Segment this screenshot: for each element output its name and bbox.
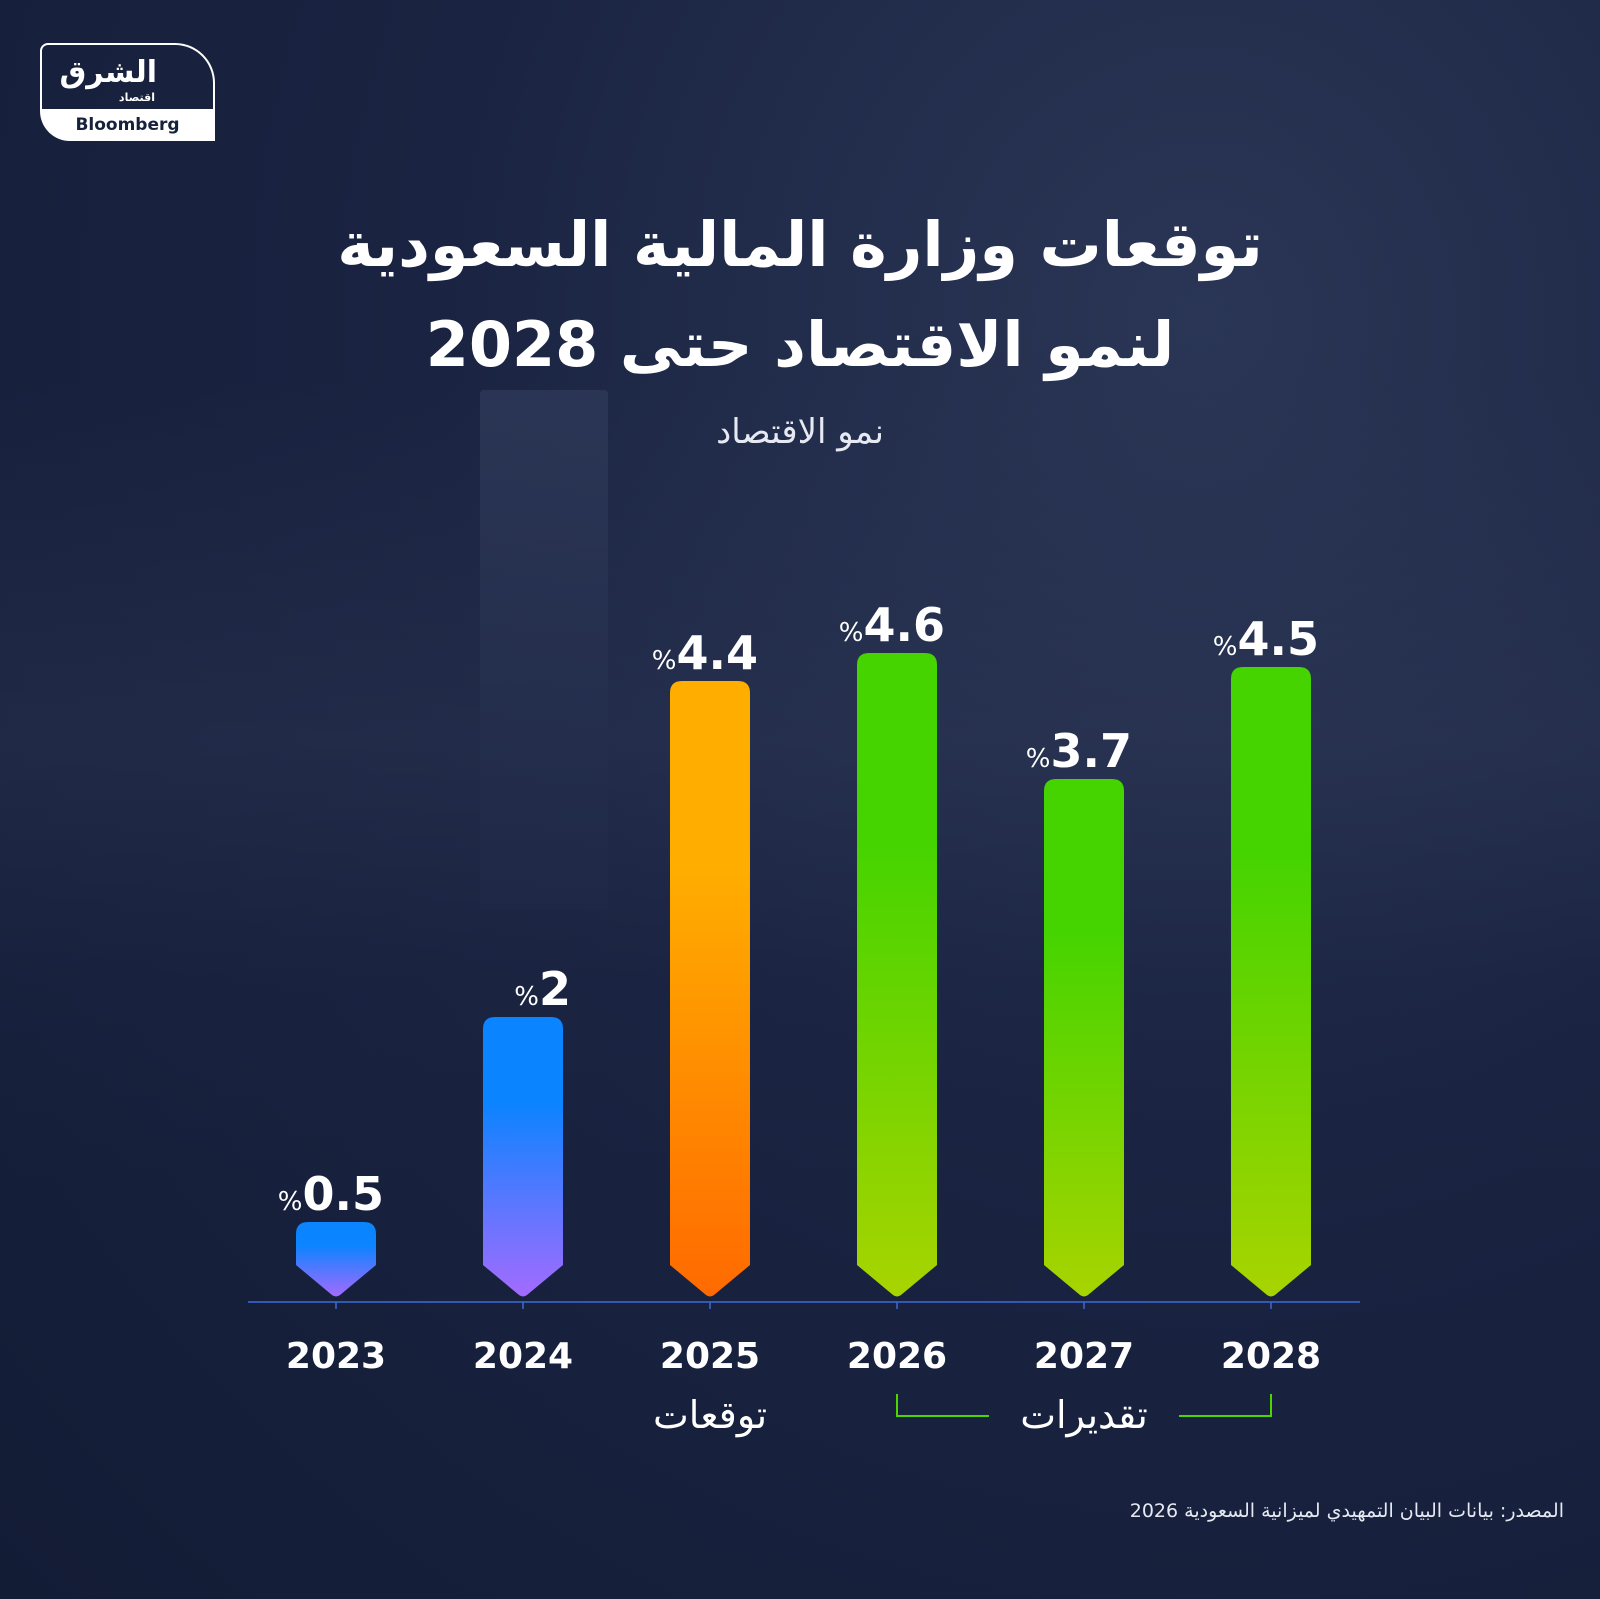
logo-bloomberg: Bloomberg [40,109,215,141]
title-line-1: توقعات وزارة المالية السعودية [337,208,1263,281]
x-tick-label-2024: 2024 [473,1336,573,1377]
estimate-bracket-left [896,1394,989,1417]
x-tick-label-2023: 2023 [286,1336,386,1377]
estimate-bracket-right [1179,1394,1272,1417]
asharq-bloomberg-logo: الشرق اقتصاد Bloomberg [40,43,215,141]
bar-2024 [483,1017,563,1297]
data-label-2023: %0.5 [278,1167,384,1221]
logo-arabic: الشرق [59,55,157,90]
bar-2027 [1044,779,1124,1297]
city-skyline-background [0,380,1600,1180]
bar-2025 [670,681,750,1297]
group-label-forecast: توقعات [653,1393,767,1438]
bar-2028 [1231,667,1311,1297]
chart-title: توقعات وزارة المالية السعودية لنمو الاقت… [200,195,1400,395]
data-label-2026: %4.6 [839,598,945,652]
data-label-2027: %3.7 [1026,724,1132,778]
kingdom-tower-background [480,390,608,910]
x-tick-label-2026: 2026 [847,1336,947,1377]
x-tick-label-2027: 2027 [1034,1336,1134,1377]
bar-2023 [296,1222,376,1297]
logo-arabic-sub: اقتصاد [118,91,155,104]
data-label-2028: %4.5 [1213,612,1319,666]
source-note: المصدر: بيانات البيان التمهيدي لميزانية … [1129,1500,1564,1522]
data-label-2025: %4.4 [652,626,758,680]
bar-2026 [857,653,937,1297]
x-tick-label-2028: 2028 [1221,1336,1321,1377]
x-tick-label-2025: 2025 [660,1336,760,1377]
title-line-2: لنمو الاقتصاد حتى 2028 [425,308,1175,381]
data-label-2024: %2 [514,962,571,1016]
group-label-estimate: تقديرات [1020,1393,1148,1438]
chart-subtitle: نمو الاقتصاد [716,412,884,452]
